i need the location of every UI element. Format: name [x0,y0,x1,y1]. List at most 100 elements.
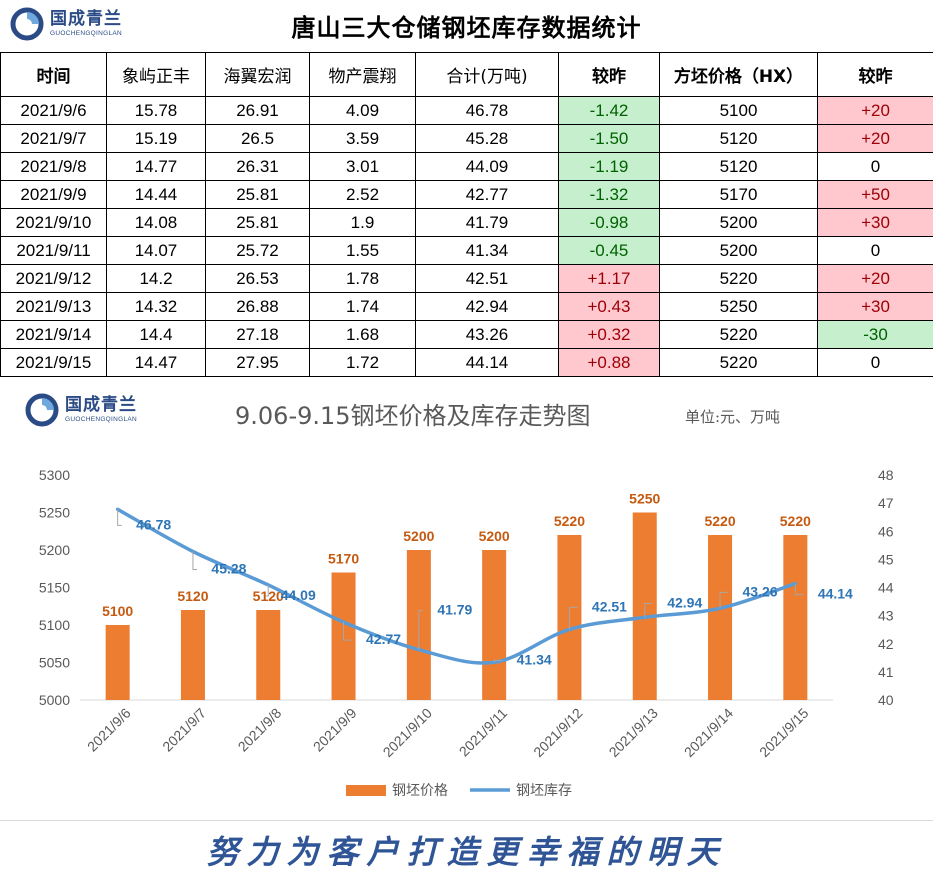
bar-data-label: 5220 [704,513,735,529]
table-cell: 1.55 [310,237,416,265]
x-tick-label: 2021/9/12 [530,705,586,761]
table-cell: 2021/9/9 [1,181,107,209]
column-header: 较昨 [818,53,933,97]
bar [106,625,130,700]
bar-data-label: 5220 [554,513,585,529]
table-cell: 5120 [660,153,818,181]
legend-label: 钢坯库存 [516,783,572,799]
table-cell: 3.01 [310,153,416,181]
x-tick-label: 2021/9/7 [159,705,209,755]
table-cell: 26.53 [206,265,310,293]
table-cell: 14.47 [107,349,206,377]
y-right-tick-label: 40 [878,692,894,708]
table-cell: +1.17 [559,265,660,293]
y-right-tick-label: 42 [878,636,894,652]
bar [783,535,807,700]
table-cell: +30 [818,209,933,237]
bar-data-label: 5100 [102,603,133,619]
table-cell: -1.42 [559,97,660,125]
inventory-table: 时间 象屿正丰 海翼宏润 物产震翔 合计(万吨) 较昨 方坯价格（HX） 较昨 … [0,52,933,377]
column-header: 物产震翔 [310,53,416,97]
column-header: 方坯价格（HX） [660,53,818,97]
table-cell: 41.79 [416,209,559,237]
table-cell: 2021/9/12 [1,265,107,293]
y-left-tick-label: 5200 [39,542,70,558]
table-cell: +20 [818,265,933,293]
legend-swatch-bar [346,785,386,796]
x-tick-label: 2021/9/6 [84,705,134,755]
table-cell: 1.72 [310,349,416,377]
table-cell: 26.5 [206,125,310,153]
table-cell: 2021/9/8 [1,153,107,181]
table-cell: 5120 [660,125,818,153]
y-left-tick-label: 5000 [39,692,70,708]
bar-data-label: 5250 [629,491,660,507]
table-cell: 5200 [660,209,818,237]
table-cell: 1.74 [310,293,416,321]
y-left-tick-label: 5300 [39,467,70,483]
table-cell: 5220 [660,349,818,377]
table-cell: 2021/9/14 [1,321,107,349]
column-header: 时间 [1,53,107,97]
table-cell: 5220 [660,265,818,293]
table-cell: 26.88 [206,293,310,321]
page-title: 唐山三大仓储钢坯库存数据统计 [0,8,933,43]
bar [708,535,732,700]
table-cell: 5220 [660,321,818,349]
column-header: 合计(万吨) [416,53,559,97]
legend-label: 钢坯价格 [392,783,448,799]
chart-logo: 国成青兰 GUOCHENGQINGLAN [25,393,137,427]
table-cell: 27.95 [206,349,310,377]
table-cell: 14.44 [107,181,206,209]
y-right-tick-label: 47 [878,495,894,511]
table-cell: 15.78 [107,97,206,125]
table-cell: 0 [818,349,933,377]
table-cell: -0.98 [559,209,660,237]
table-cell: +20 [818,97,933,125]
line-data-label: 44.09 [281,587,316,603]
line-data-label: 41.79 [437,602,472,618]
y-left-tick-label: 5150 [39,580,70,596]
y-left-tick-label: 5250 [39,505,70,521]
table-cell: 14.08 [107,209,206,237]
table-cell: +50 [818,181,933,209]
combo-chart: 5000505051005150520052505300404142434445… [0,378,933,818]
table-cell: 14.32 [107,293,206,321]
y-right-tick-label: 43 [878,608,894,624]
y-left-tick-label: 5100 [39,617,70,633]
table-cell: 2021/9/6 [1,97,107,125]
x-tick-label: 2021/9/8 [235,705,285,755]
table-cell: +0.88 [559,349,660,377]
chart-unit: 单位:元、万吨 [685,406,780,427]
line-data-label: 43.26 [743,583,778,599]
inventory-line [118,509,796,663]
x-tick-label: 2021/9/15 [756,705,812,761]
column-header: 海翼宏润 [206,53,310,97]
table-cell: 2.52 [310,181,416,209]
table-cell: 3.59 [310,125,416,153]
column-header: 象屿正丰 [107,53,206,97]
table-cell: 1.9 [310,209,416,237]
table-cell: 26.91 [206,97,310,125]
line-data-label: 41.34 [517,651,552,667]
bar-data-label: 5170 [328,551,359,567]
footer: 努力为客户打造更幸福的明天 [0,820,933,875]
table-cell: 0 [818,237,933,265]
table-cell: 14.77 [107,153,206,181]
brand-logo-icon [25,393,59,427]
column-header: 较昨 [559,53,660,97]
bar [482,550,506,700]
table-cell: 25.81 [206,209,310,237]
table-cell: +20 [818,125,933,153]
table-cell: 5200 [660,237,818,265]
bar-data-label: 5200 [403,528,434,544]
table-cell: 44.09 [416,153,559,181]
table-cell: 42.94 [416,293,559,321]
bar [181,610,205,700]
table-cell: 5250 [660,293,818,321]
logo-name: 国成青兰 [65,397,137,414]
